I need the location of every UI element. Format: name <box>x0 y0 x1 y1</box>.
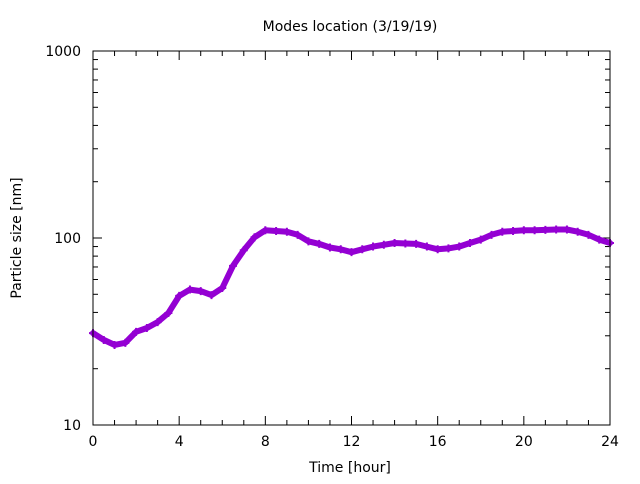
x-axis-label: Time [hour] <box>308 460 391 476</box>
data-point <box>218 284 227 293</box>
data-point <box>465 239 474 248</box>
data-point <box>541 225 550 234</box>
series-line <box>90 226 613 348</box>
x-tick-label: 8 <box>261 434 270 450</box>
data-point <box>207 291 216 300</box>
data-point <box>347 248 356 257</box>
data-point <box>552 225 561 234</box>
axis-ticks: 0 4 8 12 16 20 24 10 100 1000 <box>45 44 619 450</box>
data-point <box>390 239 399 248</box>
data-point <box>455 242 464 251</box>
data-point <box>336 245 345 254</box>
data-point <box>401 239 410 248</box>
y-tick-label: 100 <box>54 231 81 247</box>
data-point <box>509 227 518 236</box>
data-point <box>261 226 270 235</box>
data-series <box>89 225 614 349</box>
data-point <box>444 244 453 253</box>
data-point <box>530 226 539 235</box>
data-point <box>325 243 334 252</box>
data-point <box>412 239 421 248</box>
data-point <box>304 237 313 246</box>
x-tick-label: 12 <box>343 434 361 450</box>
data-point <box>379 240 388 249</box>
data-point <box>433 245 442 254</box>
data-point <box>196 287 205 296</box>
data-point <box>110 340 119 349</box>
data-point <box>99 335 108 344</box>
data-point <box>229 261 238 270</box>
data-point <box>250 233 259 242</box>
x-tick-label: 0 <box>89 434 98 450</box>
data-point <box>282 227 291 236</box>
data-point <box>185 285 194 294</box>
y-tick-label: 1000 <box>45 44 81 60</box>
data-point <box>573 227 582 236</box>
x-tick-label: 4 <box>175 434 184 450</box>
data-point <box>121 338 130 347</box>
data-point <box>293 230 302 239</box>
y-tick-label: 10 <box>63 418 81 434</box>
data-point <box>519 226 528 235</box>
x-tick-label: 20 <box>515 434 533 450</box>
data-point <box>239 246 248 255</box>
data-point <box>142 324 151 333</box>
data-point <box>498 227 507 236</box>
data-point <box>358 245 367 254</box>
data-point <box>562 225 571 234</box>
x-tick-label: 16 <box>429 434 447 450</box>
data-point <box>272 227 281 236</box>
data-point <box>164 309 173 318</box>
plot-frame <box>92 50 611 426</box>
x-tick-label: 24 <box>601 434 619 450</box>
y-axis-label: Particle size [nm] <box>9 177 25 298</box>
data-point <box>132 327 141 336</box>
data-point <box>175 291 184 300</box>
data-point <box>487 230 496 239</box>
data-point <box>422 242 431 251</box>
data-point <box>595 235 604 244</box>
chart-title: Modes location (3/19/19) <box>263 19 438 35</box>
data-point <box>315 239 324 248</box>
data-point <box>369 242 378 251</box>
data-point <box>584 230 593 239</box>
data-point <box>476 235 485 244</box>
data-point <box>153 318 162 327</box>
